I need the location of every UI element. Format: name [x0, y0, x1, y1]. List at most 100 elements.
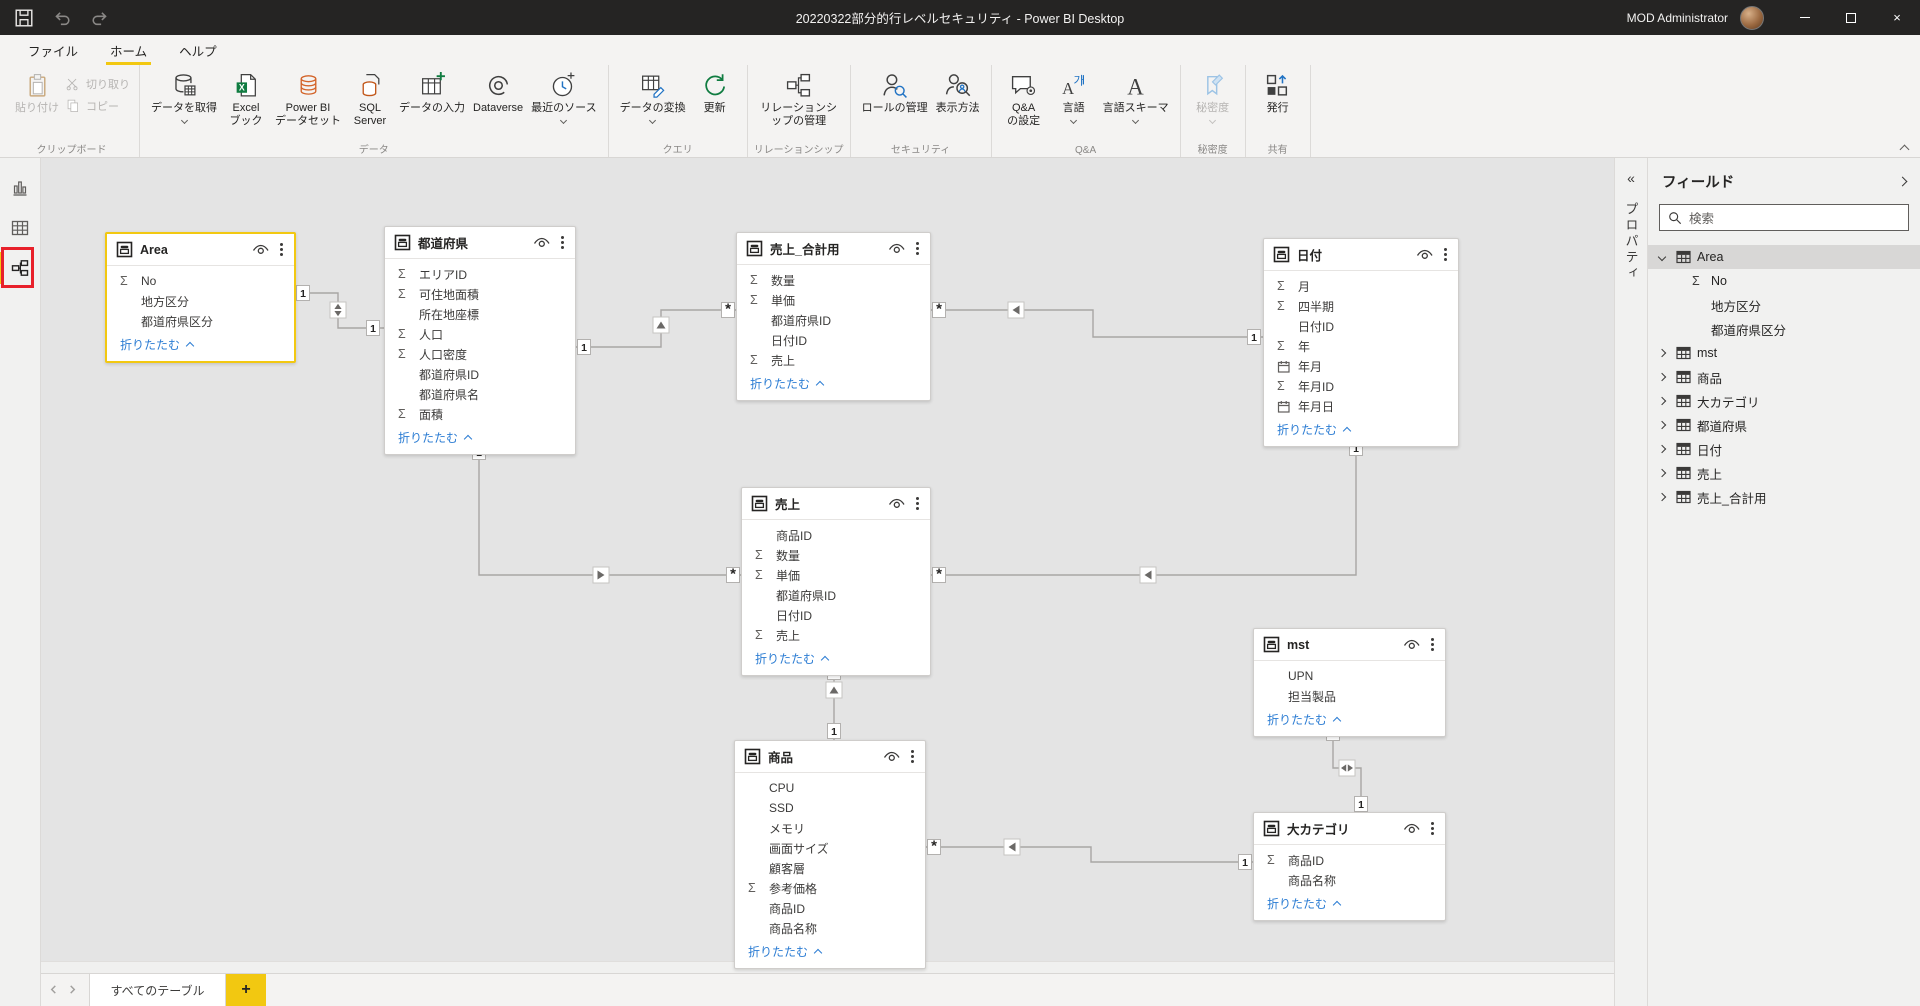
powerbi-dataset-button[interactable]: Power BI データセット: [272, 68, 344, 130]
close-button[interactable]: ×: [1893, 10, 1901, 25]
field-row[interactable]: 画面サイズ: [735, 838, 925, 858]
field-row[interactable]: SSD: [735, 798, 925, 818]
field-row[interactable]: 担当製品: [1254, 686, 1445, 706]
field-row[interactable]: 商品名称: [735, 918, 925, 938]
save-icon[interactable]: [14, 8, 34, 28]
field-row[interactable]: 都道府県ID: [737, 310, 930, 330]
search-input[interactable]: 検索: [1659, 204, 1909, 231]
field-row[interactable]: 年月日: [1264, 396, 1458, 416]
relationship-都道府県-売上[interactable]: 1*: [472, 444, 742, 584]
tree-table-uriage[interactable]: 売上: [1648, 461, 1920, 485]
tree-table-todofuken[interactable]: 都道府県: [1648, 413, 1920, 437]
chevron-right-icon[interactable]: [1657, 396, 1676, 406]
table-card-area[interactable]: Area Σ No 地方区分 都道府県区分 折りたたむ: [105, 232, 296, 363]
field-row[interactable]: 所在地座標: [385, 304, 575, 324]
tree-field-area[interactable]: Σ No: [1648, 269, 1920, 293]
data-view-button[interactable]: [0, 210, 40, 246]
relationship-商品-大カテゴリ[interactable]: *1: [926, 838, 1253, 870]
add-layout-button[interactable]: +: [226, 974, 266, 1006]
tree-table-mst[interactable]: mst: [1648, 341, 1920, 365]
more-options-icon[interactable]: [911, 755, 914, 758]
more-options-icon[interactable]: [916, 247, 919, 250]
avatar[interactable]: [1740, 5, 1764, 30]
recent-sources-button[interactable]: 最近のソース: [528, 68, 599, 125]
manage-relationships-button[interactable]: リレーションシップの管理: [756, 68, 842, 130]
field-row[interactable]: Σ 参考価格: [735, 878, 925, 898]
chevron-right-icon[interactable]: [1657, 468, 1676, 478]
copy-button[interactable]: コピー: [65, 98, 130, 114]
field-row[interactable]: メモリ: [735, 818, 925, 838]
collapse-table-link[interactable]: 折りたたむ: [742, 646, 930, 675]
more-options-icon[interactable]: [1431, 643, 1434, 646]
language-button[interactable]: A 가 言語: [1050, 68, 1098, 125]
tree-table-daicategory[interactable]: 大カテゴリ: [1648, 389, 1920, 413]
expand-properties-icon[interactable]: «: [1627, 170, 1635, 186]
field-row[interactable]: Σ No: [107, 271, 294, 291]
collapse-table-link[interactable]: 折りたたむ: [107, 332, 294, 361]
field-row[interactable]: Σ 商品ID: [1254, 850, 1445, 870]
field-row[interactable]: Σ 数量: [737, 270, 930, 290]
tab-scroll-left-icon[interactable]: [49, 981, 58, 999]
field-row[interactable]: Σ 四半期: [1264, 296, 1458, 316]
field-row[interactable]: Σ 単価: [742, 565, 930, 585]
field-row[interactable]: 日付ID: [737, 330, 930, 350]
field-row[interactable]: 都道府県区分: [107, 311, 294, 331]
refresh-button[interactable]: 更新: [691, 68, 739, 117]
tree-table-area[interactable]: Area: [1648, 245, 1920, 269]
report-view-button[interactable]: [0, 170, 40, 206]
field-row[interactable]: Σ 売上: [742, 625, 930, 645]
collapse-table-link[interactable]: 折りたたむ: [1264, 417, 1458, 446]
relationship-日付-売上[interactable]: 1*: [931, 440, 1363, 584]
view-as-button[interactable]: 表示方法: [933, 68, 983, 117]
field-row[interactable]: Σ 単価: [737, 290, 930, 310]
ribbon-tab-help[interactable]: ヘルプ: [179, 44, 217, 59]
ribbon-tab-file[interactable]: ファイル: [28, 44, 79, 59]
relationship-Area-都道府県[interactable]: 11: [296, 285, 384, 336]
field-row[interactable]: Σ 可住地面積: [385, 284, 575, 304]
field-row[interactable]: 顧客層: [735, 858, 925, 878]
dataverse-button[interactable]: Dataverse: [470, 68, 526, 117]
collapse-table-link[interactable]: 折りたたむ: [1254, 891, 1445, 920]
maximize-button[interactable]: [1828, 0, 1874, 35]
field-row[interactable]: Σ 年月ID: [1264, 376, 1458, 396]
chevron-right-icon[interactable]: [1657, 492, 1676, 502]
qa-setup-button[interactable]: Q&A の設定: [1000, 68, 1048, 130]
field-row[interactable]: 商品ID: [735, 898, 925, 918]
tree-table-hizuke[interactable]: 日付: [1648, 437, 1920, 461]
table-card-uriage-goukei[interactable]: 売上_合計用 Σ 数量 Σ 単価 都道府県ID 日付ID Σ 売上 折りたたむ: [736, 232, 931, 401]
relationship-都道府県-売上_合計用[interactable]: 1*: [576, 301, 736, 355]
chevron-down-icon[interactable]: [1657, 252, 1676, 262]
relationship-売上_合計用-日付[interactable]: *1: [931, 301, 1263, 345]
collapse-table-link[interactable]: 折りたたむ: [735, 939, 925, 968]
model-view-button[interactable]: [0, 247, 40, 288]
field-row[interactable]: 日付ID: [1264, 316, 1458, 336]
chevron-right-icon[interactable]: [1657, 444, 1676, 454]
tree-table-uriage-goukei[interactable]: 売上_合計用: [1648, 485, 1920, 509]
field-row[interactable]: CPU: [735, 778, 925, 798]
collapse-ribbon-icon[interactable]: [1899, 144, 1910, 155]
field-row[interactable]: Σ 人口: [385, 324, 575, 344]
collapse-table-link[interactable]: 折りたたむ: [1254, 707, 1445, 736]
transform-data-button[interactable]: データの変換: [617, 68, 689, 125]
sql-server-button[interactable]: SQL Server: [346, 68, 394, 130]
field-row[interactable]: 日付ID: [742, 605, 930, 625]
manage-roles-button[interactable]: ロールの管理: [859, 68, 931, 117]
field-row[interactable]: Σ 数量: [742, 545, 930, 565]
table-card-mst[interactable]: mst UPN 担当製品 折りたたむ: [1253, 628, 1446, 737]
field-row[interactable]: Σ エリアID: [385, 264, 575, 284]
field-row[interactable]: 商品ID: [742, 525, 930, 545]
more-options-icon[interactable]: [561, 241, 564, 244]
field-row[interactable]: 都道府県ID: [385, 364, 575, 384]
field-row[interactable]: UPN: [1254, 666, 1445, 686]
get-data-button[interactable]: データを取得: [148, 68, 220, 125]
model-diagram-canvas[interactable]: 111**11*1**1*1*1 AreaΣNo地方区分都道府県区分折りたたむ都…: [41, 158, 1614, 973]
field-row[interactable]: 都道府県名: [385, 384, 575, 404]
field-row[interactable]: 年月: [1264, 356, 1458, 376]
language-schema-button[interactable]: A 言語スキーマ: [1100, 68, 1172, 125]
more-options-icon[interactable]: [1444, 253, 1447, 256]
table-card-hizuke[interactable]: 日付 Σ 月 Σ 四半期 日付ID Σ 年年月 Σ 年月ID 年月日 折りたたむ: [1263, 238, 1459, 447]
cut-button[interactable]: 切り取り: [65, 76, 130, 92]
collapse-table-link[interactable]: 折りたたむ: [385, 425, 575, 454]
